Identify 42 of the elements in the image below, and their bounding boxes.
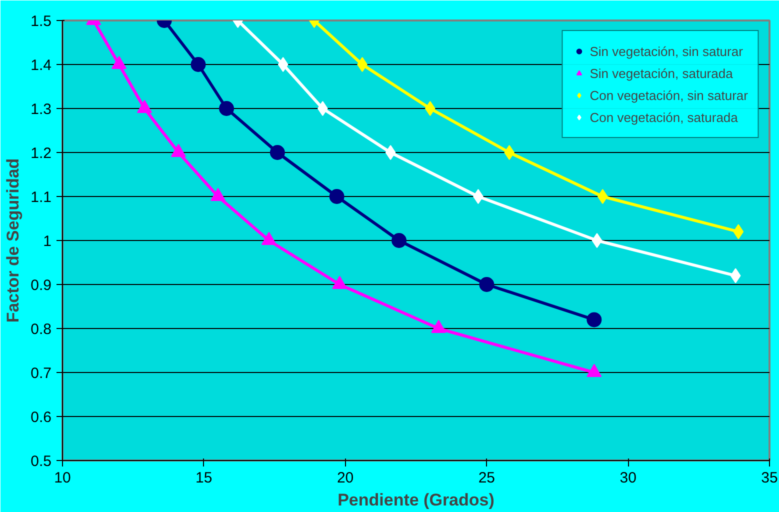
y-tick-label: 0.5 <box>30 453 52 470</box>
point <box>733 224 744 240</box>
point <box>592 233 602 248</box>
y-tick-label: 0.6 <box>30 409 52 426</box>
legend-label: Sin vegetación, saturada <box>590 66 733 80</box>
point <box>586 364 602 378</box>
y-tick-label: 0.7 <box>30 365 52 382</box>
x-tick-label: 10 <box>54 470 71 486</box>
legend-label: Con vegetación, saturada <box>590 110 738 124</box>
y-tick-label: 1.3 <box>30 101 52 118</box>
point <box>385 145 396 160</box>
x-axis-title: Pendiente (Grados) <box>338 490 494 510</box>
point <box>318 101 328 116</box>
point <box>190 57 206 72</box>
x-tick-label: 20 <box>336 470 354 486</box>
y-tick-label: 0.9 <box>30 277 52 294</box>
y-tick-label: 1 <box>43 233 52 250</box>
point <box>597 189 608 204</box>
x-tick-label: 35 <box>761 470 778 486</box>
y-tick-label: 0.8 <box>30 321 52 338</box>
x-tick-label: 25 <box>478 470 496 486</box>
point <box>278 57 288 72</box>
point <box>270 145 285 160</box>
point <box>586 312 602 328</box>
y-tick-label: 1.5 <box>30 13 52 30</box>
x-tick-label: 30 <box>620 470 636 486</box>
point <box>473 189 484 204</box>
legend-label: Sin vegetación, sin saturar <box>590 44 743 58</box>
y-tick-label: 1.4 <box>30 57 52 74</box>
y-axis-title: Factor de Seguridad <box>4 158 23 323</box>
point <box>329 189 344 204</box>
legend-label: Con vegetación, sin saturar <box>590 88 748 102</box>
point <box>479 277 494 292</box>
point <box>424 101 436 116</box>
point <box>504 145 514 160</box>
point <box>357 57 368 72</box>
point <box>730 268 741 284</box>
y-tick-label: 1.1 <box>30 189 52 206</box>
point <box>392 233 407 248</box>
y-tick-label: 1.2 <box>30 145 52 162</box>
x-tick-label: 15 <box>196 470 212 486</box>
point <box>219 101 234 116</box>
